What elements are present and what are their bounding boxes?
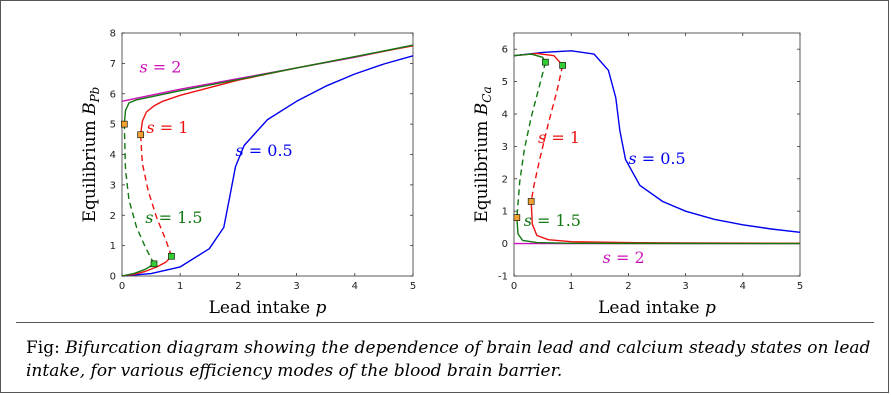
y-tick-label: 1 [502, 207, 508, 218]
series-line-s1-solid [121, 255, 173, 277]
y-tick-label: 0 [110, 272, 116, 283]
series-label: s = 0.5 [628, 149, 685, 168]
caption-lead: Fig: [26, 338, 60, 358]
bifurcation-point-marker [513, 214, 521, 221]
bifurcation-point-marker [559, 62, 566, 69]
series-line-s0_5-solid [121, 55, 414, 277]
bifurcation-point-marker [137, 131, 144, 139]
x-tick-label: 5 [410, 281, 416, 292]
series-label: s = 1 [146, 118, 188, 137]
series-line-s1_5-solid [121, 263, 155, 277]
plot-area [513, 32, 801, 277]
chart-1: 0 1 2 3 4 5 0 1 2 3 4 5 6 7 8 s = 2 s = 1 s = 0.5 s = 1.5 L… [80, 29, 416, 319]
series-line-s1-dashed [530, 65, 564, 202]
x-axis-label: Lead intake p [209, 298, 327, 318]
y-tick-label: 6 [502, 45, 508, 56]
series-line-s1_5-solid [516, 217, 801, 245]
bifurcation-point-marker [168, 252, 175, 260]
x-tick-label: 2 [235, 281, 241, 292]
y-axis-label: Equilibrium BCa [472, 86, 494, 222]
y-tick-label: 6 [110, 89, 116, 100]
y-tick-label: 1 [110, 241, 116, 252]
x-tick-label: 1 [177, 281, 183, 292]
y-tick-label: 4 [502, 110, 508, 121]
x-axis-label: Lead intake p [598, 298, 716, 318]
charts-canvas: 0 1 2 3 4 5 0 1 2 3 4 5 6 7 8 s = 2 s = 1 s = 0.5 s = 1.5 L… [80, 29, 803, 319]
y-tick-label: 3 [502, 142, 508, 153]
x-tick-label: 0 [119, 281, 125, 292]
x-tick-label: 2 [625, 281, 631, 292]
series-label: s = 1.5 [524, 211, 581, 230]
series-line-s0_5-solid [513, 50, 801, 233]
y-tick-label: 2 [502, 174, 508, 185]
x-tick-label: 4 [740, 281, 746, 292]
bifurcation-point-marker [121, 120, 128, 128]
y-tick-label: 5 [502, 77, 508, 88]
caption-text: Bifurcation diagram showing the dependen… [26, 338, 871, 381]
series-label: s = 1.5 [145, 208, 202, 227]
bifurcation-point-marker [527, 198, 535, 205]
y-tick-label: 7 [110, 59, 116, 70]
x-tick-label: 1 [568, 281, 574, 292]
x-tick-label: 0 [511, 281, 517, 292]
series-line-s1_5-dashed [516, 62, 547, 218]
caption-divider [16, 322, 874, 323]
y-tick-label: 5 [110, 120, 116, 131]
x-tick-label: 5 [797, 281, 803, 292]
series-label: s = 2 [139, 57, 181, 76]
y-tick-label: 4 [110, 150, 116, 161]
y-tick-label: 3 [110, 180, 116, 191]
y-tick-label: 8 [110, 29, 116, 40]
y-tick-label: -1 [498, 272, 508, 283]
series-line-s1_5-dashed [123, 124, 155, 265]
series-label: s = 2 [603, 248, 645, 267]
series-label: s = 1 [538, 128, 580, 147]
y-axis-label: Equilibrium BPb [80, 87, 102, 223]
y-tick-label: 0 [502, 239, 508, 250]
y-tick-label: 2 [110, 211, 116, 222]
figure-caption: Fig: Bifurcation diagram showing the dep… [26, 337, 878, 383]
series-label: s = 0.5 [235, 141, 292, 160]
series-line-s1-dashed [139, 134, 173, 257]
series-line-s1_5-solid [123, 44, 414, 125]
bifurcation-point-marker [542, 58, 549, 66]
x-tick-label: 3 [682, 281, 688, 292]
bifurcation-point-marker [150, 260, 158, 268]
x-tick-label: 3 [293, 281, 299, 292]
x-tick-label: 4 [352, 281, 358, 292]
